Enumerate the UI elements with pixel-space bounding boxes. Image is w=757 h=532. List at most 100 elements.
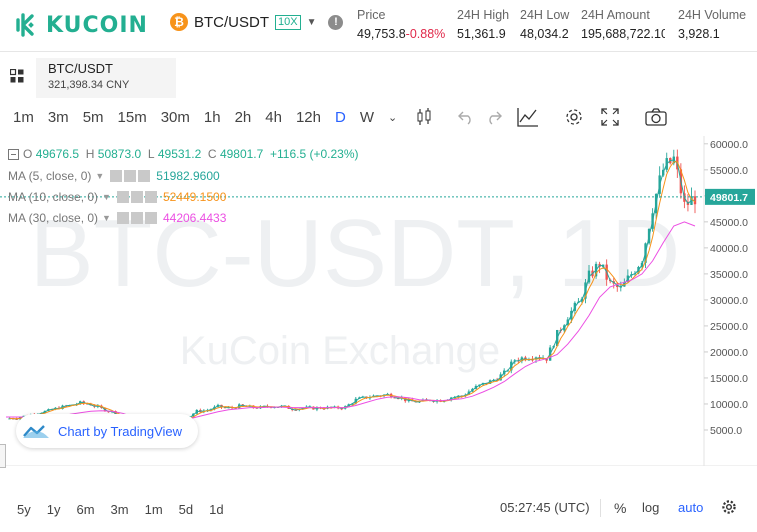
tf-3m[interactable]: 3m [47,108,69,126]
tf-30m[interactable]: 30m [160,108,190,126]
ma10-controls[interactable] [116,191,157,203]
range-1d[interactable]: 1d [209,501,224,517]
stat-24h-high-value: 51,361.9 [457,27,506,41]
symbol-row: BTC/USDT 321,398.34 CNY [0,58,757,98]
tradingview-badge[interactable]: Chart by TradingView [16,414,198,448]
kucoin-mark-icon [16,13,34,37]
tf-12h[interactable]: 12h [295,108,321,126]
pair-selector[interactable]: ₿ BTC/USDT 10X ▼ ! [170,13,344,31]
logo-text: KUCOIN [46,12,148,38]
price-tick-label: 15000.0 [710,373,748,385]
price-chart[interactable]: BTC-USDT, 1D KuCoin Exchange 5000.0 10000… [0,136,757,466]
ohlc-c-label: C [207,147,217,161]
ma5-controls[interactable] [110,170,151,182]
ohlc-low: 49531.2 [157,147,202,161]
range-bar: 5y 1y 6m 3m 1m 5d 1d [0,496,757,522]
log-scale-toggle[interactable]: log [642,500,660,515]
chevron-down-icon[interactable]: ▼ [95,171,105,181]
close-icon[interactable] [144,212,157,224]
camera-icon[interactable] [642,105,670,129]
ma30-legend[interactable]: MA (30, close, 0) ▼ 44206.4433 [8,211,226,225]
kucoin-logo[interactable]: KUCOIN [14,12,148,38]
stat-price-label: Price [357,8,386,22]
range-5y[interactable]: 5y [17,501,31,517]
ohlc-h-label: H [85,147,95,161]
ma30-value: 44206.4433 [162,211,227,225]
price-tick-label: 30000.0 [710,295,748,307]
redo-icon[interactable] [480,105,508,129]
fullscreen-icon[interactable] [596,105,624,129]
tf-15m[interactable]: 15m [117,108,147,126]
undo-icon[interactable] [452,105,480,129]
candle-style-icon[interactable] [410,105,438,129]
top-header: KUCOIN ₿ BTC/USDT 10X ▼ ! Price 49,753.8… [0,0,757,52]
price-tick-label: 45000.0 [710,217,748,229]
chart-canvas[interactable]: BTC-USDT, 1D KuCoin Exchange 5000.010000… [0,136,757,466]
visibility-icon[interactable] [110,170,123,182]
indicators-icon[interactable] [514,105,542,129]
last-price-tag [705,188,755,205]
tf-5m[interactable]: 5m [82,108,104,126]
ohlc-l-label: L [147,147,155,161]
left-scroll-handle[interactable] [0,444,6,468]
chevron-down-icon[interactable]: ⌄ [388,111,398,124]
ma5-legend[interactable]: MA (5, close, 0) ▼ 51982.9600 [8,169,220,183]
chevron-down-icon[interactable]: ▼ [102,213,111,223]
range-6m[interactable]: 6m [76,501,95,517]
stat-24h-volume: 24H Volume 3,928.1 [678,8,746,41]
range-5d[interactable]: 5d [178,501,194,517]
ma10-label: MA (10, close, 0) [8,190,99,204]
range-1y[interactable]: 1y [46,501,61,517]
price-tick-label: 35000.0 [710,269,748,281]
stat-24h-low-value: 48,034.2 [520,27,569,41]
stat-24h-volume-value: 3,928.1 [678,27,720,41]
tf-2h[interactable]: 2h [234,108,252,126]
gear-icon[interactable] [721,499,737,515]
symbol-card[interactable]: BTC/USDT 321,398.34 CNY [36,58,176,98]
chevron-down-icon[interactable]: ▼ [306,16,317,28]
ma10-value: 52449.1500 [162,190,227,204]
utc-clock[interactable]: 05:27:45 (UTC) [500,500,590,515]
range-3m[interactable]: 3m [110,501,129,517]
visibility-icon[interactable] [116,212,129,224]
leverage-badge: 10X [275,14,301,30]
ma30-controls[interactable] [116,212,157,224]
stat-price-value: 49,753.8 [357,27,406,41]
price-tick-label: 20000.0 [710,347,748,359]
price-tick-label: 55000.0 [710,165,748,177]
tf-1m[interactable]: 1m [13,108,34,126]
tf-w[interactable]: W [359,108,375,126]
info-icon[interactable]: ! [328,14,344,30]
ma30-label: MA (30, close, 0) [8,211,99,225]
legend-collapse-icon[interactable] [8,148,19,160]
stat-24h-amount: 24H Amount 195,688,722.10 [581,8,665,41]
auto-scale-toggle[interactable]: auto [678,500,704,515]
layout-grid-icon[interactable] [10,69,24,83]
close-icon[interactable] [144,191,157,203]
settings-icon[interactable] [130,212,143,224]
ohlc-change: +116.5 (+0.23%) [270,147,359,161]
ma30-line [6,221,696,422]
stat-24h-low: 24H Low 48,034.2 [520,8,569,41]
visibility-icon[interactable] [116,191,129,203]
tf-1h[interactable]: 1h [203,108,221,126]
chevron-down-icon[interactable]: ▼ [102,192,111,202]
tf-d[interactable]: D [335,108,346,126]
chart-watermark-exchange: KuCoin Exchange [180,329,500,373]
close-icon[interactable] [138,170,151,182]
range-1m[interactable]: 1m [144,501,163,517]
stat-24h-low-label: 24H Low [520,8,570,22]
ma10-legend[interactable]: MA (10, close, 0) ▼ 52449.1500 [8,190,226,204]
symbol-name: BTC/USDT [48,61,113,76]
tradingview-text: Chart by TradingView [58,423,183,439]
pair-name: BTC/USDT [194,13,269,31]
settings-icon[interactable] [124,170,137,182]
tf-4h[interactable]: 4h [265,108,282,126]
stat-price-change: -0.88% [405,27,446,41]
percent-scale-toggle[interactable]: % [614,500,627,516]
ohlc-high: 50873.0 [97,147,142,161]
price-tick-label: 40000.0 [710,243,748,255]
settings-icon[interactable] [560,105,588,129]
settings-icon[interactable] [130,191,143,203]
ma5-value: 51982.9600 [156,169,220,183]
